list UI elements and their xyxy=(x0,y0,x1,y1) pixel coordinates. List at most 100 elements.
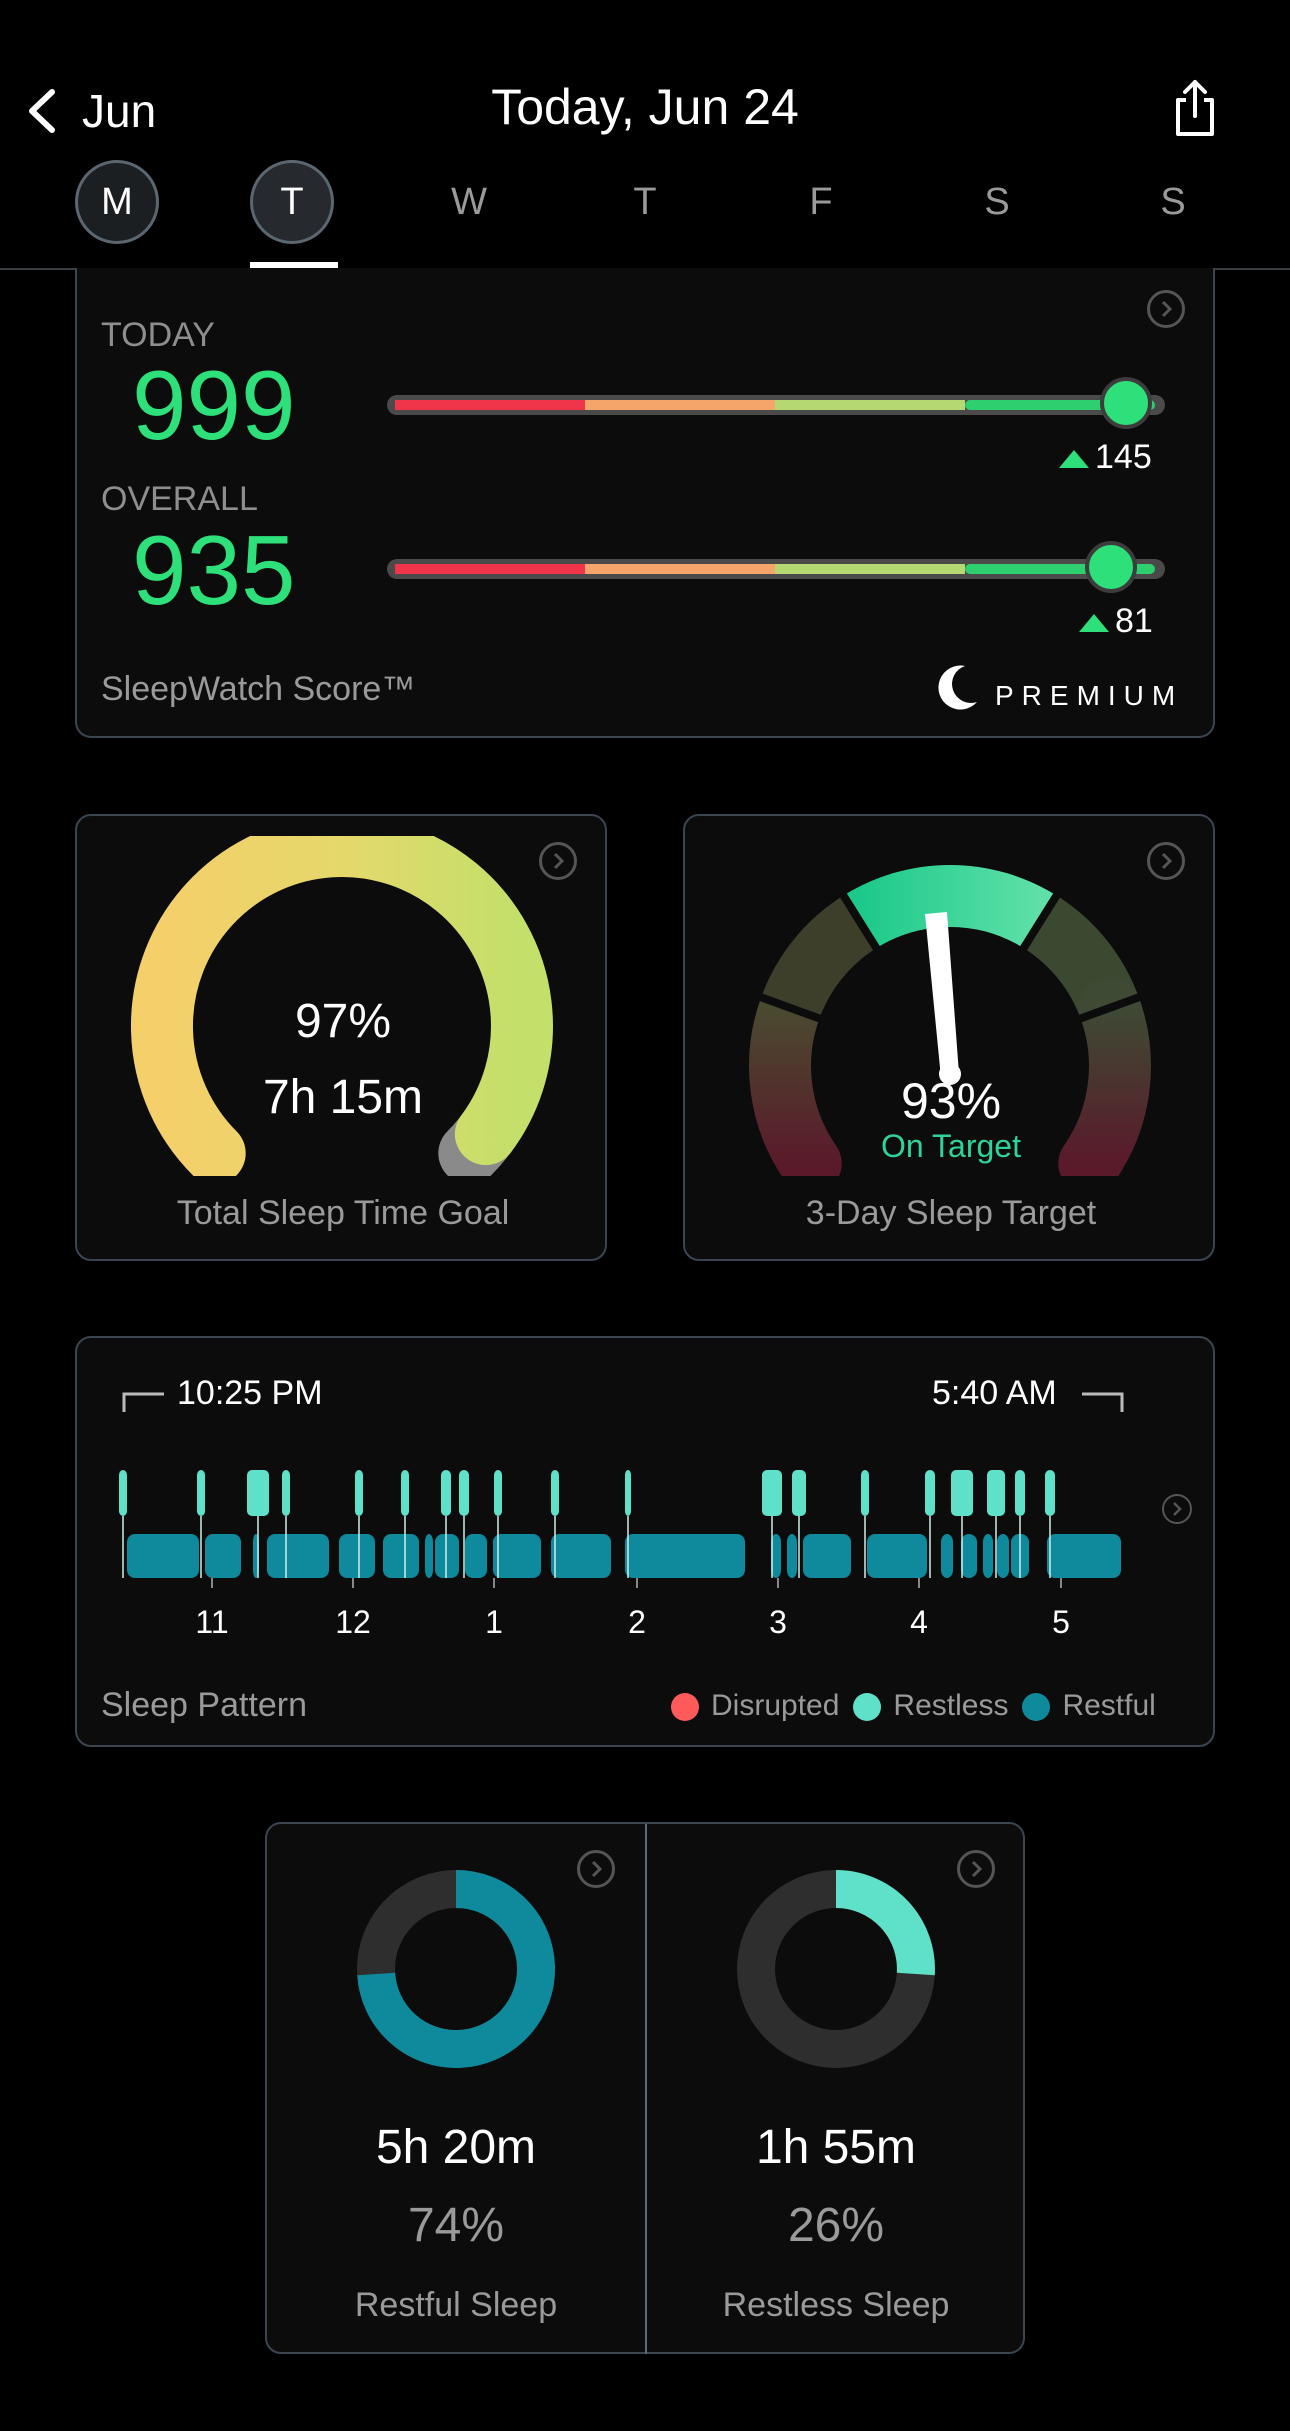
hour-tick-label: 2 xyxy=(628,1604,646,1640)
legend-disrupted: Disrupted xyxy=(671,1689,839,1723)
sleep-pattern-card[interactable]: 10:25 PM 5:40 AM 11 12 1 2 3 4 5 Sleep P… xyxy=(75,1336,1215,1747)
restless-segment xyxy=(401,1470,409,1516)
hour-tick-label: 4 xyxy=(910,1604,928,1640)
restful-segment xyxy=(465,1534,487,1578)
restless-segment xyxy=(247,1470,269,1516)
restful-segment xyxy=(625,1534,745,1578)
restless-segment xyxy=(551,1470,559,1516)
triangle-up-icon xyxy=(1079,614,1109,633)
restless-segment xyxy=(1015,1470,1025,1516)
sleep-target-gauge xyxy=(749,864,1151,1176)
chevron-right-icon[interactable] xyxy=(957,1850,995,1888)
restless-segment xyxy=(951,1470,973,1516)
restless-segment xyxy=(762,1470,782,1516)
day-saturday[interactable]: S xyxy=(984,181,1010,223)
restful-segment xyxy=(983,1534,993,1578)
score-card[interactable]: TODAY 999 145 OVERALL 935 81 SleepWatch … xyxy=(75,268,1215,738)
gauge-needle xyxy=(925,912,959,1078)
premium-label: PREMIUM xyxy=(995,680,1184,711)
sleep-breakdown-card: 5h 20m 74% Restful Sleep 1h 55m 26% Rest… xyxy=(265,1822,1025,2354)
restful-segment xyxy=(997,1534,1009,1578)
day-monday[interactable]: M xyxy=(75,160,159,244)
today-score-knob xyxy=(1100,377,1153,429)
day-wednesday[interactable]: W xyxy=(451,181,487,223)
back-label: Jun xyxy=(82,85,157,137)
sleep-target-status: On Target xyxy=(881,1128,1021,1164)
restful-segment xyxy=(551,1534,611,1578)
overall-score-bar xyxy=(387,541,1165,593)
overall-change: 81 xyxy=(1077,602,1153,641)
restless-segment xyxy=(119,1470,127,1516)
restful-segment xyxy=(867,1534,927,1578)
today-score: 999 xyxy=(132,350,296,460)
chevron-right-icon[interactable] xyxy=(1147,290,1185,328)
sleep-target-label: 3-Day Sleep Target xyxy=(805,1194,1097,1232)
restless-segment xyxy=(441,1470,451,1516)
sleep-start-time: 10:25 PM xyxy=(177,1374,323,1412)
gauge-segment-separator xyxy=(756,992,824,1024)
restless-label: Restless Sleep xyxy=(722,2286,950,2324)
restless-segment xyxy=(987,1470,1005,1516)
sleep-target-percent: 93% xyxy=(900,1073,1002,1129)
end-bracket-icon xyxy=(1082,1392,1124,1412)
sleep-end-time: 5:40 AM xyxy=(932,1374,1057,1412)
restful-segment xyxy=(267,1534,329,1578)
restless-percent: 26% xyxy=(787,2199,885,2252)
restful-segment xyxy=(1047,1534,1121,1578)
restful-segment xyxy=(339,1534,375,1578)
total-sleep-percent: 97% xyxy=(294,995,392,1048)
total-sleep-card[interactable]: 97% 7h 15m Total Sleep Time Goal xyxy=(75,814,607,1261)
triangle-up-icon xyxy=(1059,450,1089,469)
chevron-right-icon[interactable] xyxy=(1162,1494,1192,1524)
legend-restful: Restful xyxy=(1022,1689,1156,1723)
restful-panel[interactable]: 5h 20m 74% Restful Sleep xyxy=(267,1824,645,2354)
day-sunday[interactable]: S xyxy=(1160,181,1186,223)
hour-axis: 11 12 1 2 3 4 5 xyxy=(117,1584,1137,1644)
today-label: TODAY xyxy=(101,316,215,354)
restful-donut xyxy=(357,1870,556,2068)
restless-segment xyxy=(792,1470,806,1516)
restful-segment xyxy=(435,1534,459,1578)
hour-tick-label: 3 xyxy=(769,1604,787,1640)
day-friday[interactable]: F xyxy=(809,181,833,223)
hour-tick-label: 1 xyxy=(485,1604,503,1640)
overall-score: 935 xyxy=(132,515,296,625)
restful-segment xyxy=(425,1534,433,1578)
restless-segment xyxy=(197,1470,205,1516)
restful-segment xyxy=(771,1534,781,1578)
chevron-right-icon[interactable] xyxy=(539,842,577,880)
sleep-pattern-legend: Disrupted Restless Restful xyxy=(657,1688,1237,1723)
overall-label: OVERALL xyxy=(101,480,258,518)
today-change: 145 xyxy=(1057,438,1152,477)
total-sleep-gauge xyxy=(130,836,553,1176)
sleep-pattern-chart xyxy=(119,1470,1121,1588)
sleep-target-card[interactable]: 93% On Target 3-Day Sleep Target xyxy=(683,814,1215,1261)
restless-panel[interactable]: 1h 55m 26% Restless Sleep xyxy=(647,1824,1025,2354)
score-footer-label: SleepWatch Score™ xyxy=(101,670,416,708)
hour-tick-label: 5 xyxy=(1052,1604,1070,1640)
restful-percent: 74% xyxy=(407,2199,505,2252)
breakdown-divider xyxy=(645,1824,647,2354)
restful-segment xyxy=(493,1534,541,1578)
back-button[interactable]: Jun xyxy=(22,82,182,142)
restful-segment xyxy=(383,1534,419,1578)
day-thursday[interactable]: T xyxy=(633,181,657,223)
restless-duration: 1h 55m xyxy=(755,2121,917,2174)
chevron-right-icon[interactable] xyxy=(1147,842,1185,880)
gauge-segment-separator xyxy=(1076,992,1144,1024)
hour-tick-label: 11 xyxy=(195,1604,229,1640)
hour-tick-label: 12 xyxy=(335,1604,371,1640)
restful-segment xyxy=(803,1534,851,1578)
total-sleep-duration: 7h 15m xyxy=(262,1071,424,1124)
day-tuesday[interactable]: T xyxy=(250,160,334,244)
chevron-right-icon[interactable] xyxy=(577,1850,615,1888)
restful-segment xyxy=(787,1534,797,1578)
start-bracket-icon xyxy=(122,1392,164,1412)
chevron-left-icon xyxy=(29,89,55,133)
restful-segment xyxy=(961,1534,977,1578)
gauge-segment-separator xyxy=(1018,890,1062,953)
share-icon[interactable] xyxy=(1170,78,1220,138)
restful-label: Restful Sleep xyxy=(354,2286,558,2324)
restful-segment xyxy=(941,1534,953,1578)
page-title: Today, Jun 24 xyxy=(491,79,799,135)
